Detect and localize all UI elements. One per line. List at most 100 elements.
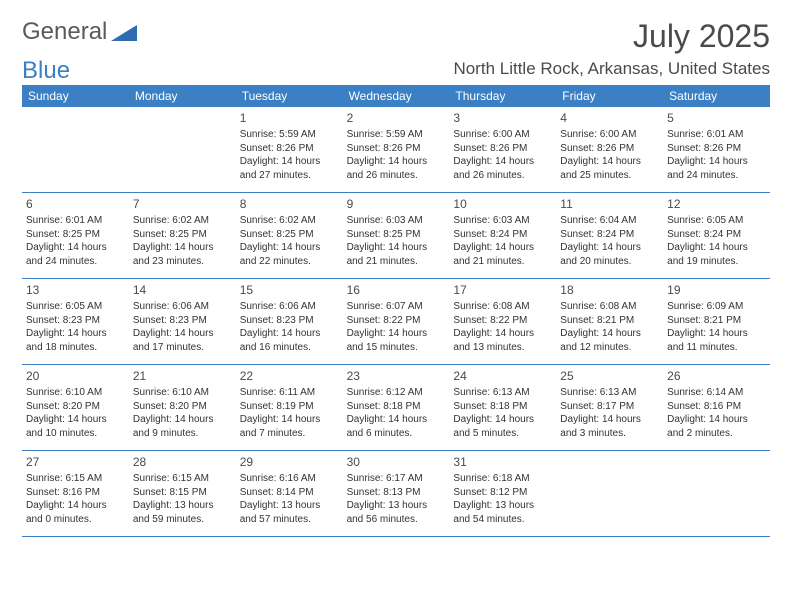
sunset-line: Sunset: 8:23 PM — [26, 314, 125, 328]
day-number: 26 — [667, 368, 766, 384]
sunrise-line: Sunrise: 6:06 AM — [133, 300, 232, 314]
sunset-line: Sunset: 8:19 PM — [240, 400, 339, 414]
calendar-cell: 13Sunrise: 6:05 AMSunset: 8:23 PMDayligh… — [22, 279, 129, 365]
sunset-line: Sunset: 8:16 PM — [667, 400, 766, 414]
day-number: 14 — [133, 282, 232, 298]
daylight-line: Daylight: 14 hours and 19 minutes. — [667, 241, 766, 268]
daylight-line: Daylight: 13 hours and 59 minutes. — [133, 499, 232, 526]
daylight-line: Daylight: 14 hours and 16 minutes. — [240, 327, 339, 354]
sunrise-line: Sunrise: 6:02 AM — [240, 214, 339, 228]
calendar-cell: 7Sunrise: 6:02 AMSunset: 8:25 PMDaylight… — [129, 193, 236, 279]
day-number: 23 — [347, 368, 446, 384]
daylight-line: Daylight: 14 hours and 13 minutes. — [453, 327, 552, 354]
sunrise-line: Sunrise: 6:13 AM — [560, 386, 659, 400]
sunrise-line: Sunrise: 5:59 AM — [347, 128, 446, 142]
daylight-line: Daylight: 14 hours and 17 minutes. — [133, 327, 232, 354]
day-number: 28 — [133, 454, 232, 470]
logo-text-general: General — [22, 18, 107, 46]
daylight-line: Daylight: 14 hours and 11 minutes. — [667, 327, 766, 354]
sunset-line: Sunset: 8:26 PM — [453, 142, 552, 156]
day-header: Sunday — [22, 85, 129, 107]
calendar-cell: 23Sunrise: 6:12 AMSunset: 8:18 PMDayligh… — [343, 365, 450, 451]
sunrise-line: Sunrise: 6:03 AM — [347, 214, 446, 228]
day-header: Thursday — [449, 85, 556, 107]
sunset-line: Sunset: 8:13 PM — [347, 486, 446, 500]
day-number: 20 — [26, 368, 125, 384]
sunrise-line: Sunrise: 5:59 AM — [240, 128, 339, 142]
sunrise-line: Sunrise: 6:03 AM — [453, 214, 552, 228]
day-number: 11 — [560, 196, 659, 212]
sunset-line: Sunset: 8:21 PM — [667, 314, 766, 328]
day-number: 31 — [453, 454, 552, 470]
day-number: 24 — [453, 368, 552, 384]
calendar-cell: 18Sunrise: 6:08 AMSunset: 8:21 PMDayligh… — [556, 279, 663, 365]
sunset-line: Sunset: 8:15 PM — [133, 486, 232, 500]
sunrise-line: Sunrise: 6:10 AM — [133, 386, 232, 400]
daylight-line: Daylight: 14 hours and 12 minutes. — [560, 327, 659, 354]
calendar-cell: 3 Sunrise: 6:00 AMSunset: 8:26 PMDaylight… — [449, 107, 556, 193]
sunrise-line: Sunrise: 6:00 AM — [453, 128, 552, 142]
sunset-line: Sunset: 8:25 PM — [133, 228, 232, 242]
daylight-line: Daylight: 14 hours and 5 minutes. — [453, 413, 552, 440]
calendar-cell: 16Sunrise: 6:07 AMSunset: 8:22 PMDayligh… — [343, 279, 450, 365]
sunset-line: Sunset: 8:18 PM — [347, 400, 446, 414]
day-header: Saturday — [663, 85, 770, 107]
daylight-line: Daylight: 14 hours and 25 minutes. — [560, 155, 659, 182]
sunset-line: Sunset: 8:26 PM — [667, 142, 766, 156]
sunset-line: Sunset: 8:12 PM — [453, 486, 552, 500]
daylight-line: Daylight: 14 hours and 2 minutes. — [667, 413, 766, 440]
logo: General — [22, 18, 137, 46]
daylight-line: Daylight: 14 hours and 0 minutes. — [26, 499, 125, 526]
day-number: 6 — [26, 196, 125, 212]
day-number: 16 — [347, 282, 446, 298]
sunrise-line: Sunrise: 6:15 AM — [26, 472, 125, 486]
sunrise-line: Sunrise: 6:13 AM — [453, 386, 552, 400]
sunset-line: Sunset: 8:20 PM — [133, 400, 232, 414]
day-number: 29 — [240, 454, 339, 470]
calendar-cell: 1Sunrise: 5:59 AMSunset: 8:26 PMDaylight… — [236, 107, 343, 193]
daylight-line: Daylight: 14 hours and 6 minutes. — [347, 413, 446, 440]
sunrise-line: Sunrise: 6:16 AM — [240, 472, 339, 486]
day-header: Monday — [129, 85, 236, 107]
sunrise-line: Sunrise: 6:14 AM — [667, 386, 766, 400]
calendar-cell: 6Sunrise: 6:01 AMSunset: 8:25 PMDaylight… — [22, 193, 129, 279]
calendar-cell: 10Sunrise: 6:03 AMSunset: 8:24 PMDayligh… — [449, 193, 556, 279]
day-number: 2 — [347, 110, 446, 126]
calendar-cell: 31Sunrise: 6:18 AMSunset: 8:12 PMDayligh… — [449, 451, 556, 537]
calendar-cell: 9Sunrise: 6:03 AMSunset: 8:25 PMDaylight… — [343, 193, 450, 279]
sunset-line: Sunset: 8:24 PM — [560, 228, 659, 242]
day-number: 25 — [560, 368, 659, 384]
sunrise-line: Sunrise: 6:15 AM — [133, 472, 232, 486]
calendar-cell: 20Sunrise: 6:10 AMSunset: 8:20 PMDayligh… — [22, 365, 129, 451]
calendar-cell-empty — [22, 107, 129, 193]
sunrise-line: Sunrise: 6:04 AM — [560, 214, 659, 228]
daylight-line: Daylight: 14 hours and 27 minutes. — [240, 155, 339, 182]
sunrise-line: Sunrise: 6:09 AM — [667, 300, 766, 314]
day-number: 8 — [240, 196, 339, 212]
calendar-grid: SundayMondayTuesdayWednesdayThursdayFrid… — [22, 85, 770, 537]
sunrise-line: Sunrise: 6:10 AM — [26, 386, 125, 400]
calendar-cell-empty — [663, 451, 770, 537]
sunrise-line: Sunrise: 6:00 AM — [560, 128, 659, 142]
sunrise-line: Sunrise: 6:18 AM — [453, 472, 552, 486]
sunset-line: Sunset: 8:16 PM — [26, 486, 125, 500]
sunset-line: Sunset: 8:26 PM — [560, 142, 659, 156]
sunset-line: Sunset: 8:17 PM — [560, 400, 659, 414]
day-number: 3 — [453, 110, 552, 126]
daylight-line: Daylight: 14 hours and 26 minutes. — [453, 155, 552, 182]
day-number: 30 — [347, 454, 446, 470]
sunrise-line: Sunrise: 6:08 AM — [560, 300, 659, 314]
day-header: Wednesday — [343, 85, 450, 107]
daylight-line: Daylight: 14 hours and 20 minutes. — [560, 241, 659, 268]
day-number: 18 — [560, 282, 659, 298]
sunrise-line: Sunrise: 6:02 AM — [133, 214, 232, 228]
calendar-cell: 25Sunrise: 6:13 AMSunset: 8:17 PMDayligh… — [556, 365, 663, 451]
sunset-line: Sunset: 8:25 PM — [26, 228, 125, 242]
sunset-line: Sunset: 8:25 PM — [347, 228, 446, 242]
calendar-cell-empty — [129, 107, 236, 193]
sunrise-line: Sunrise: 6:07 AM — [347, 300, 446, 314]
day-number: 15 — [240, 282, 339, 298]
sunrise-line: Sunrise: 6:06 AM — [240, 300, 339, 314]
calendar-cell-empty — [556, 451, 663, 537]
daylight-line: Daylight: 14 hours and 15 minutes. — [347, 327, 446, 354]
